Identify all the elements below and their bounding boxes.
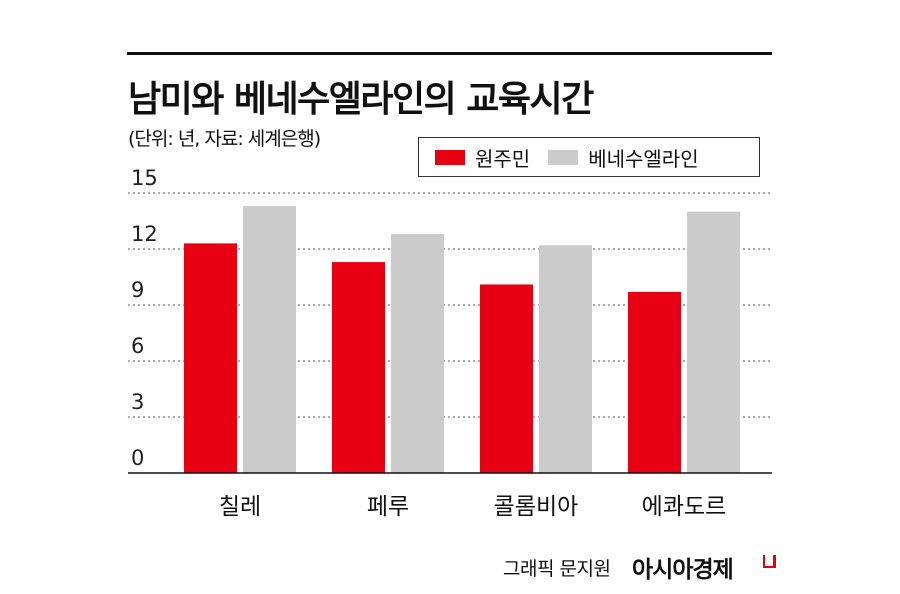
graphic-credit: 그래픽 문지원 xyxy=(503,558,611,580)
y-tick-label: 12 xyxy=(131,222,158,246)
y-tick-label: 6 xyxy=(131,334,144,358)
bar xyxy=(539,245,592,473)
bar xyxy=(184,243,237,473)
legend-label-venezuelan: 베네수엘라인 xyxy=(588,146,699,171)
x-tick-label: 칠레 xyxy=(219,494,261,520)
y-tick-label: 3 xyxy=(131,390,144,414)
x-tick-label: 페루 xyxy=(367,494,409,520)
legend-swatch-indigenous xyxy=(435,149,465,165)
bar xyxy=(687,211,740,473)
bar xyxy=(628,291,681,473)
y-tick-label: 9 xyxy=(131,278,144,302)
bar xyxy=(391,234,444,473)
top-rule xyxy=(127,52,772,55)
y-tick-label: 0 xyxy=(131,446,144,470)
bar xyxy=(243,206,296,474)
brand-mark-icon xyxy=(763,555,776,568)
legend-item-indigenous: 원주민 xyxy=(435,143,530,172)
bar xyxy=(480,284,533,473)
legend-label-indigenous: 원주민 xyxy=(475,146,531,171)
y-tick-label: 15 xyxy=(131,166,158,190)
chart-title: 남미와 베네수엘라인의 교육시간 xyxy=(128,79,594,120)
bar xyxy=(332,262,385,473)
legend-item-venezuelan: 베네수엘라인 xyxy=(548,143,699,172)
chart-subtitle: (단위: 년, 자료: 세계은행) xyxy=(128,128,321,150)
brand-logo: 아시아경제 xyxy=(632,557,734,583)
legend: 원주민 베네수엘라인 xyxy=(418,137,760,177)
x-tick-label: 콜롬비아 xyxy=(494,494,579,520)
x-tick-label: 에콰도르 xyxy=(642,494,727,520)
legend-swatch-venezuelan xyxy=(548,149,579,165)
